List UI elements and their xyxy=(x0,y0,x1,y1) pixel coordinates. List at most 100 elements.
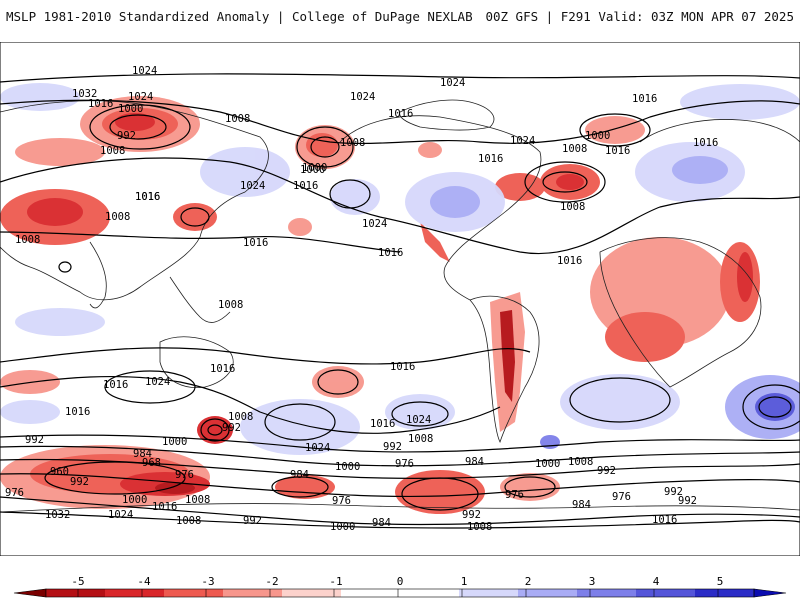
contour-label: 1024 xyxy=(362,218,387,230)
colorbar-swatch xyxy=(282,589,342,597)
contour-label: 968 xyxy=(142,457,161,469)
model-run-info: 00Z GFS | F291 Valid: 03Z MON APR 07 202… xyxy=(485,9,794,24)
contour-label: 1016 xyxy=(88,98,113,110)
contour-label: 1024 xyxy=(510,135,535,147)
contour-label: 1008 xyxy=(408,433,433,445)
contour-label: 1008 xyxy=(185,494,210,506)
contour-label: 1016 xyxy=(557,255,582,267)
contour-label: 992 xyxy=(664,486,683,498)
contour-label: 1008 xyxy=(562,143,587,155)
anomaly-region xyxy=(15,138,105,166)
contour-label: 1016 xyxy=(103,379,128,391)
isobar xyxy=(0,473,800,498)
map-title: MSLP 1981-2010 Standardized Anomaly | Co… xyxy=(6,9,473,24)
contour-label: 1008 xyxy=(100,145,125,157)
isobar xyxy=(0,496,800,526)
contour-label: 1016 xyxy=(135,191,160,203)
colorbar-swatch xyxy=(223,589,283,597)
coastline-south-america xyxy=(469,295,540,444)
contour-label: 1016 xyxy=(378,247,403,259)
colorbar-tick-label: -1 xyxy=(329,575,342,588)
contour-label: 992 xyxy=(678,495,697,507)
isobar xyxy=(542,171,588,193)
colorbar-outline xyxy=(45,588,755,598)
colorbar-swatch xyxy=(13,588,47,598)
contour-label: 1024 xyxy=(240,180,265,192)
anomaly-region xyxy=(672,156,728,184)
colorbar-swatch xyxy=(341,589,401,597)
colorbar-tick-label: 0 xyxy=(397,575,404,588)
isobar xyxy=(207,424,223,436)
contour-label: 992 xyxy=(70,476,89,488)
contour-label: 1000 xyxy=(300,164,325,176)
isobar xyxy=(271,476,329,498)
contour-label: 1016 xyxy=(152,501,177,513)
isobar xyxy=(579,113,651,147)
contour-label: 992 xyxy=(597,465,616,477)
contour-label: 1024 xyxy=(108,509,133,521)
colorbar-swatch xyxy=(518,589,578,597)
contour-label: 1024 xyxy=(440,77,465,89)
coastline-india xyxy=(89,241,107,309)
colorbar-swatch xyxy=(105,589,165,597)
contour-label: 1008 xyxy=(228,411,253,423)
coastline-greenland xyxy=(399,99,495,131)
contour-label: 1016 xyxy=(693,137,718,149)
anomaly-region xyxy=(15,308,105,336)
colorbar-swatches xyxy=(13,588,787,598)
contour-label: 992 xyxy=(117,130,136,142)
colorbar-tick-label: 4 xyxy=(653,575,660,588)
contour-label: 976 xyxy=(505,489,524,501)
contour-label: 984 xyxy=(572,499,591,511)
isobar xyxy=(109,114,167,140)
isobar xyxy=(180,207,210,227)
isobar xyxy=(0,231,401,253)
isobar xyxy=(296,126,354,168)
anomaly-region xyxy=(418,142,442,158)
contour-label: 1032 xyxy=(72,88,97,100)
contour-label: 1008 xyxy=(568,456,593,468)
anomaly-map: 1024 1032 1016 1000 992 1008 1024 1008 1… xyxy=(0,42,800,556)
contour-label: 1000 xyxy=(162,436,187,448)
anomaly-region xyxy=(755,393,795,421)
isobar xyxy=(758,396,792,418)
anomaly-region xyxy=(200,147,290,197)
colorbar-tick-label: -4 xyxy=(137,575,151,588)
isobar xyxy=(504,476,556,498)
colorbar: -5 -4 -3 -2 -1 0 1 2 3 4 5 xyxy=(13,575,787,598)
colorbar-tick-label: -3 xyxy=(201,575,214,588)
colorbar-swatch xyxy=(400,589,460,597)
isobar xyxy=(317,369,359,395)
contour-label: 976 xyxy=(175,469,194,481)
colorbar-tick-label: -5 xyxy=(71,575,84,588)
anomaly-region xyxy=(737,252,753,302)
contour-label: 1016 xyxy=(652,514,677,526)
contour-label: 976 xyxy=(5,487,24,499)
contour-label: 1016 xyxy=(390,361,415,373)
coastline-north-america xyxy=(339,115,542,301)
contour-label: 1016 xyxy=(210,363,235,375)
contour-label: 1008 xyxy=(467,521,492,533)
contour-label: 1016 xyxy=(388,108,413,120)
colorbar-tick-label: 1 xyxy=(461,575,468,588)
colorbar-swatch xyxy=(577,589,637,597)
anomaly-region xyxy=(430,186,480,218)
contour-label: 984 xyxy=(372,517,391,529)
contour-label: 1008 xyxy=(225,113,250,125)
coastline-africa xyxy=(599,237,762,388)
contour-label: 1008 xyxy=(560,201,585,213)
contour-label: 1016 xyxy=(135,191,160,203)
contour-label: 1000 xyxy=(535,458,560,470)
isobar xyxy=(104,370,196,404)
contour-label: 1016 xyxy=(632,93,657,105)
coastline-maritime xyxy=(169,276,231,323)
contour-label: 1024 xyxy=(350,91,375,103)
isobar xyxy=(0,73,800,83)
isobar xyxy=(401,477,479,511)
contour-label: 1008 xyxy=(340,137,365,149)
negative-anomaly-fills xyxy=(0,96,760,514)
isobar xyxy=(89,104,191,150)
contour-labels: 1024 1032 1016 1000 992 1008 1024 1008 1… xyxy=(5,65,718,533)
contour-label: 1000 xyxy=(118,103,143,115)
anomaly-region xyxy=(540,435,560,449)
